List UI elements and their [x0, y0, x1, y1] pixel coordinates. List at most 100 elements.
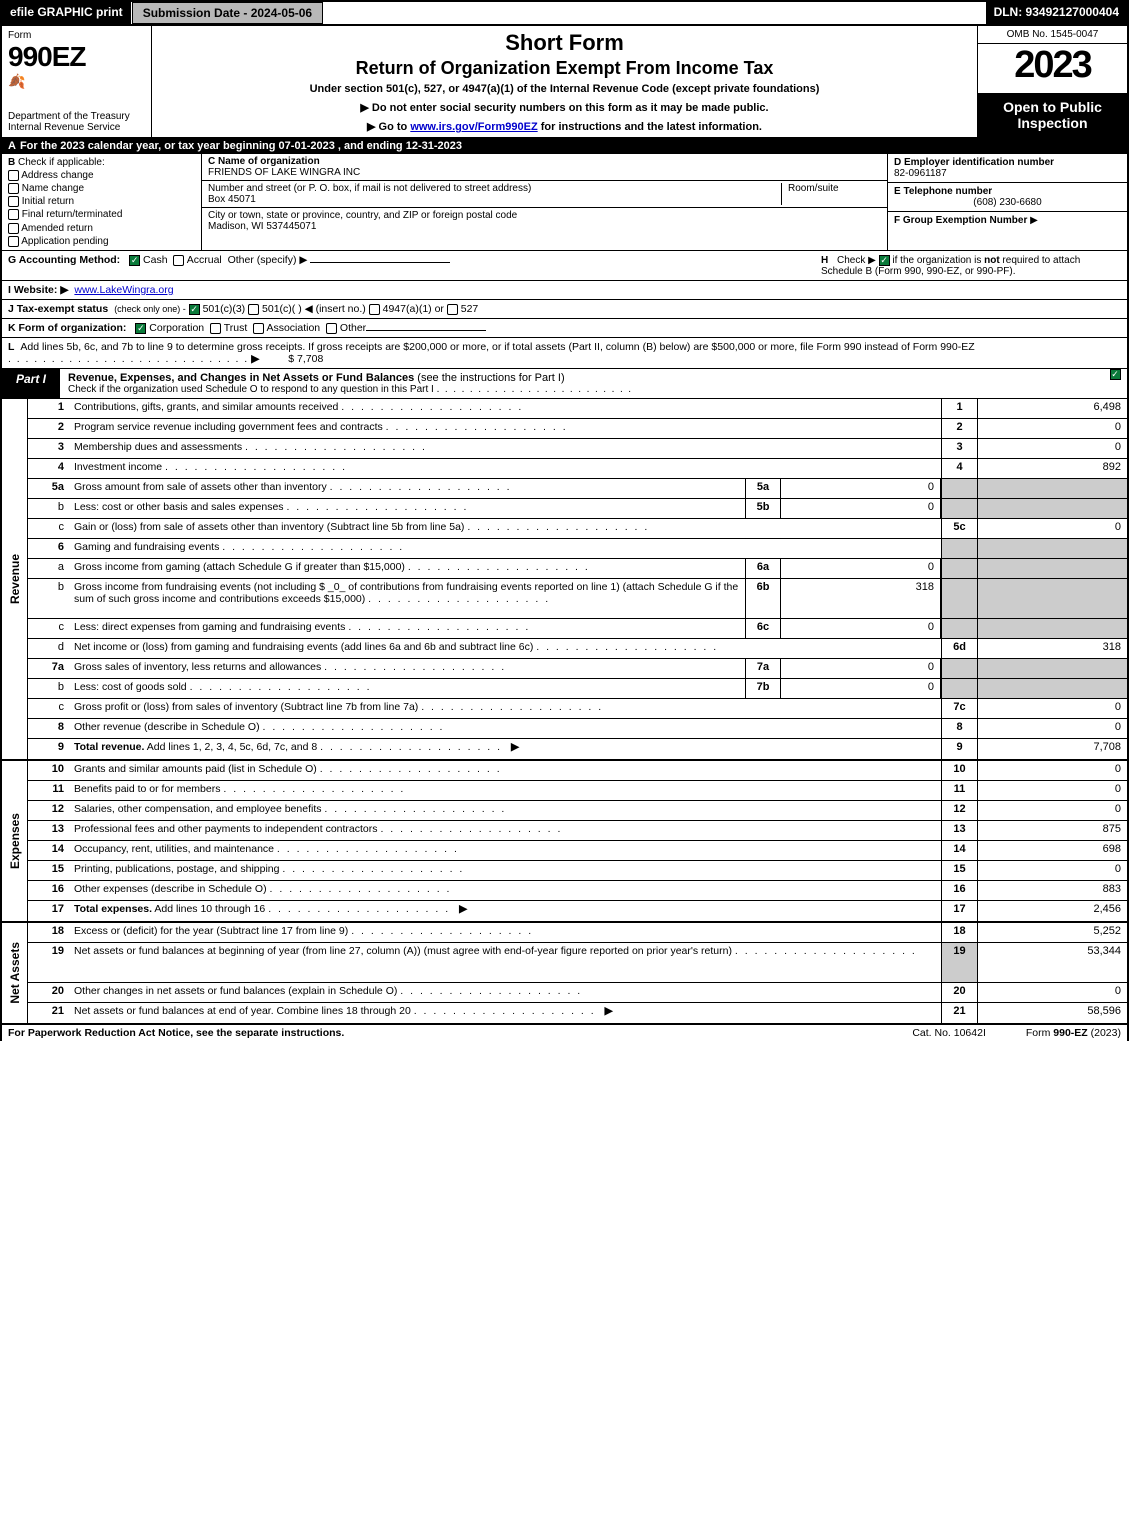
cb-cash[interactable]: ✓ Cash [129, 254, 167, 266]
line-number: 4 [28, 459, 70, 478]
right-line-value: 0 [977, 861, 1127, 880]
mid-line-number: 5a [745, 479, 781, 498]
cb-other-org[interactable]: Other [326, 322, 366, 334]
line-number: 5a [28, 479, 70, 498]
table-row: bLess: cost or other basis and sales exp… [28, 499, 1127, 519]
line-number: 7a [28, 659, 70, 678]
form-header: Form 990EZ 🍂 Department of the Treasury … [0, 26, 1129, 138]
right-line-value: 58,596 [977, 1003, 1127, 1023]
right-line-number [941, 579, 977, 618]
table-row: cLess: direct expenses from gaming and f… [28, 619, 1127, 639]
cb-final-return[interactable]: Final return/terminated [8, 209, 195, 220]
line-text: Gain or (loss) from sale of assets other… [70, 519, 941, 538]
table-row: cGain or (loss) from sale of assets othe… [28, 519, 1127, 539]
open-to-public: Open to Public Inspection [978, 93, 1127, 137]
line-j: J Tax-exempt status (check only one) - ✓… [0, 300, 1129, 319]
gross-receipts: $ 7,708 [263, 353, 323, 365]
cb-527[interactable]: 527 [447, 303, 478, 315]
cb-501c[interactable]: 501(c)( ) ◀ (insert no.) [248, 303, 366, 315]
cb-schedule-o[interactable]: ✓ [1103, 369, 1127, 398]
table-row: 7aGross sales of inventory, less returns… [28, 659, 1127, 679]
right-line-number [941, 499, 977, 518]
entity-info: B Check if applicable: Address change Na… [0, 154, 1129, 251]
line-text: Gross income from gaming (attach Schedul… [70, 559, 745, 578]
line-number: 13 [28, 821, 70, 840]
right-line-value: 875 [977, 821, 1127, 840]
right-line-value: 53,344 [977, 943, 1127, 982]
line-g-h: G Accounting Method: ✓ Cash Accrual Othe… [0, 251, 1129, 281]
right-line-number [941, 679, 977, 698]
part-i-tab: Part I [2, 369, 60, 398]
cb-application-pending[interactable]: Application pending [8, 236, 195, 247]
right-line-number: 16 [941, 881, 977, 900]
table-row: 9Total revenue. Add lines 1, 2, 3, 4, 5c… [28, 739, 1127, 759]
table-row: 16Other expenses (describe in Schedule O… [28, 881, 1127, 901]
mid-line-value: 0 [781, 479, 941, 498]
right-line-value [977, 679, 1127, 698]
line-number: 2 [28, 419, 70, 438]
right-line-value [977, 619, 1127, 638]
cb-corporation[interactable]: ✓ Corporation [135, 322, 204, 334]
cb-address-change[interactable]: Address change [8, 170, 195, 181]
box-b: B Check if applicable: Address change Na… [2, 154, 202, 250]
right-line-value: 883 [977, 881, 1127, 900]
line-number: c [28, 699, 70, 718]
right-line-value: 2,456 [977, 901, 1127, 921]
line-text: Total revenue. Add lines 1, 2, 3, 4, 5c,… [70, 739, 941, 759]
table-row: bGross income from fundraising events (n… [28, 579, 1127, 619]
cb-amended-return[interactable]: Amended return [8, 223, 195, 234]
line-text: Other changes in net assets or fund bala… [70, 983, 941, 1002]
table-row: 19Net assets or fund balances at beginni… [28, 943, 1127, 983]
right-line-value [977, 559, 1127, 578]
line-text: Net assets or fund balances at end of ye… [70, 1003, 941, 1023]
right-line-number: 19 [941, 943, 977, 982]
line-text: Program service revenue including govern… [70, 419, 941, 438]
net-assets-table: Net Assets 18Excess or (deficit) for the… [0, 923, 1129, 1025]
cb-4947[interactable]: 4947(a)(1) or [369, 303, 444, 315]
line-text: Excess or (deficit) for the year (Subtra… [70, 923, 941, 942]
right-line-number: 18 [941, 923, 977, 942]
leaf-icon: 🍂 [8, 73, 145, 90]
right-line-number: 3 [941, 439, 977, 458]
line-number: 11 [28, 781, 70, 800]
line-text: Less: cost of goods sold [70, 679, 745, 698]
line-a: AFor the 2023 calendar year, or tax year… [0, 138, 1129, 154]
right-line-number: 9 [941, 739, 977, 759]
mid-line-value: 0 [781, 659, 941, 678]
cb-initial-return[interactable]: Initial return [8, 196, 195, 207]
table-row: 3Membership dues and assessments 30 [28, 439, 1127, 459]
right-line-number: 21 [941, 1003, 977, 1023]
line-k: K Form of organization: ✓ Corporation Tr… [0, 319, 1129, 338]
line-text: Gross profit or (loss) from sales of inv… [70, 699, 941, 718]
department: Department of the Treasury Internal Reve… [8, 111, 145, 133]
line-text: Less: direct expenses from gaming and fu… [70, 619, 745, 638]
line-text: Less: cost or other basis and sales expe… [70, 499, 745, 518]
line-number: d [28, 639, 70, 658]
other-specify[interactable]: Other (specify) ▶ [228, 254, 308, 266]
right-line-value: 698 [977, 841, 1127, 860]
form-title: Return of Organization Exempt From Incom… [160, 58, 969, 79]
right-line-value: 0 [977, 519, 1127, 538]
mid-line-number: 5b [745, 499, 781, 518]
irs-link[interactable]: www.irs.gov/Form990EZ [410, 121, 537, 133]
right-line-number [941, 559, 977, 578]
form-label: Form [8, 30, 145, 41]
line-text: Grants and similar amounts paid (list in… [70, 761, 941, 780]
right-line-number: 14 [941, 841, 977, 860]
cb-name-change[interactable]: Name change [8, 183, 195, 194]
cb-h[interactable]: ✓ [879, 255, 890, 266]
efile-print-button[interactable]: efile GRAPHIC print [2, 2, 132, 24]
right-line-value: 0 [977, 761, 1127, 780]
table-row: 15Printing, publications, postage, and s… [28, 861, 1127, 881]
cb-association[interactable]: Association [253, 322, 320, 334]
line-text: Gross income from fundraising events (no… [70, 579, 745, 618]
cb-trust[interactable]: Trust [210, 322, 247, 334]
cb-accrual[interactable]: Accrual [173, 254, 221, 266]
org-street: Box 45071 [208, 194, 256, 205]
right-line-number: 4 [941, 459, 977, 478]
line-text: Contributions, gifts, grants, and simila… [70, 399, 941, 418]
website-link[interactable]: www.LakeWingra.org [74, 284, 173, 296]
line-number: b [28, 679, 70, 698]
right-line-value: 0 [977, 781, 1127, 800]
cb-501c3[interactable]: ✓ 501(c)(3) [189, 303, 246, 315]
